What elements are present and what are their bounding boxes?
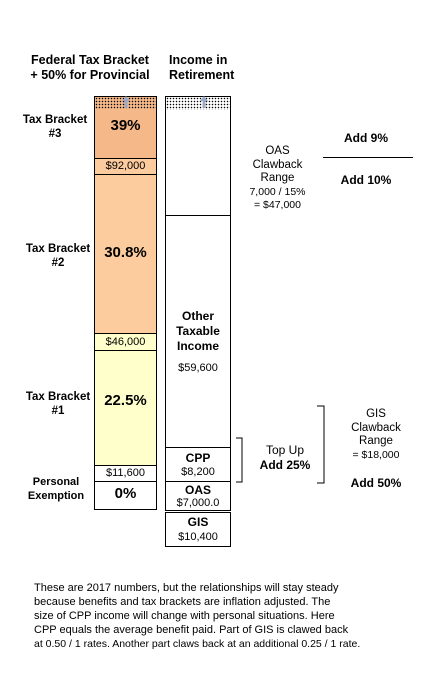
- add-9-label: Add 9%: [343, 131, 388, 145]
- bracket3-label: Tax Bracket #3: [22, 114, 88, 140]
- personal-box: [94, 465, 157, 510]
- gis-clawback-bracket: [317, 405, 325, 484]
- other-income-label: Other Taxable Income: [176, 309, 220, 353]
- gis-clawback-text: GIS Clawback Range = $18,000: [351, 408, 401, 461]
- income-arrow-icon: [198, 95, 210, 109]
- topup-label: Top Up Add 25%: [259, 443, 311, 472]
- bracket1-rate: 22.5%: [104, 392, 147, 409]
- footnote: These are 2017 numbers, but the relation…: [34, 582, 361, 650]
- oas-box: [165, 481, 231, 511]
- cpp-value: $8,200: [181, 466, 215, 478]
- bracket1-threshold: $46,000: [105, 336, 146, 348]
- gis-box: [165, 512, 231, 547]
- add-10-label: Add 10%: [340, 173, 392, 187]
- bracket3-arrow-icon: [120, 95, 132, 109]
- bracket1-box: [94, 333, 157, 466]
- add-divider: [323, 157, 413, 158]
- bracket3-rate: 39%: [110, 117, 141, 134]
- oas-label: OAS: [184, 483, 211, 497]
- retirement-header: Income in Retirement: [169, 53, 235, 82]
- oas-value: $7,000.0: [176, 497, 220, 509]
- oas-clawback-space: [165, 109, 231, 216]
- personal-threshold-divider: [94, 481, 157, 482]
- bracket2-rate: 30.8%: [104, 244, 147, 261]
- income-dotted-top: [165, 96, 231, 110]
- add-50-label: Add 50%: [350, 476, 402, 490]
- other-income-value: $59,600: [178, 362, 218, 374]
- personal-label: Personal Exemption: [27, 476, 85, 502]
- oas-clawback-text: OAS Clawback Range 7,000 / 15% = $47,000: [249, 145, 306, 211]
- personal-rate: 0%: [114, 485, 137, 502]
- cpp-label: CPP: [185, 451, 211, 465]
- bracket2-threshold: $92,000: [105, 160, 146, 172]
- bracket2-box: [94, 158, 157, 334]
- federal-header: Federal Tax Bracket + 50% for Provincial: [30, 53, 150, 82]
- bracket2-label: Tax Bracket #2: [25, 243, 91, 269]
- personal-threshold: $11,600: [106, 467, 145, 479]
- gis-label: GIS: [187, 515, 209, 529]
- gis-value: $10,400: [178, 531, 218, 543]
- bracket2-threshold-divider: [94, 174, 157, 175]
- bracket3-box: [94, 109, 157, 159]
- topup-bracket: [236, 437, 243, 483]
- bracket1-label: Tax Bracket #1: [25, 391, 91, 417]
- bracket1-threshold-divider: [94, 350, 157, 351]
